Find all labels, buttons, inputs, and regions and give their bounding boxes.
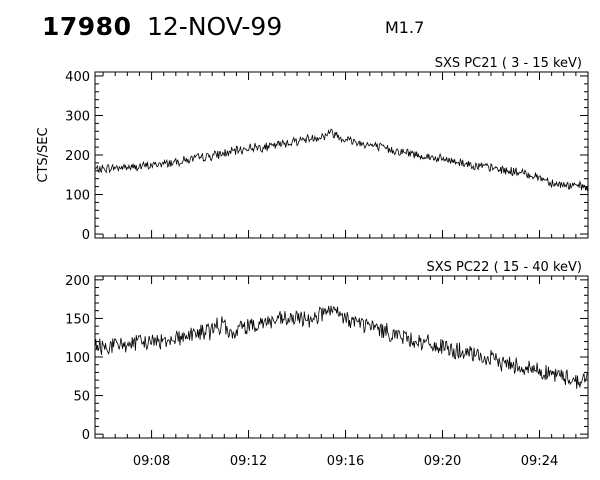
y-tick-label: 0 bbox=[82, 228, 90, 243]
y-tick-label: 0 bbox=[82, 428, 90, 443]
x-tick-label: 09:20 bbox=[424, 454, 461, 469]
x-tick-label: 09:08 bbox=[133, 454, 170, 469]
y-tick-label: 100 bbox=[65, 189, 90, 204]
panel-title: SXS PC22 ( 15 - 40 keV) bbox=[426, 260, 582, 275]
x-tick-label: 09:16 bbox=[327, 454, 364, 469]
x-tick-label: 09:12 bbox=[230, 454, 267, 469]
y-tick-label: 50 bbox=[73, 390, 90, 405]
flare-class: M1.7 bbox=[385, 18, 425, 37]
y-tick-label: 200 bbox=[65, 149, 90, 164]
y-tick-label: 300 bbox=[65, 109, 90, 124]
event-date: 12-NOV-99 bbox=[147, 12, 283, 41]
y-axis-label: CTS/SEC bbox=[36, 127, 51, 182]
panel-title: SXS PC21 ( 3 - 15 keV) bbox=[435, 56, 582, 71]
series-line bbox=[94, 305, 589, 389]
y-tick-label: 400 bbox=[65, 70, 90, 85]
plot-frame bbox=[94, 71, 589, 239]
y-tick-label: 200 bbox=[65, 274, 90, 289]
y-tick-label: 150 bbox=[65, 312, 90, 327]
event-number: 17980 bbox=[42, 12, 132, 41]
plot-frame bbox=[94, 275, 589, 439]
series-line bbox=[94, 128, 589, 191]
x-tick-label: 09:24 bbox=[521, 454, 558, 469]
y-tick-label: 100 bbox=[65, 351, 90, 366]
